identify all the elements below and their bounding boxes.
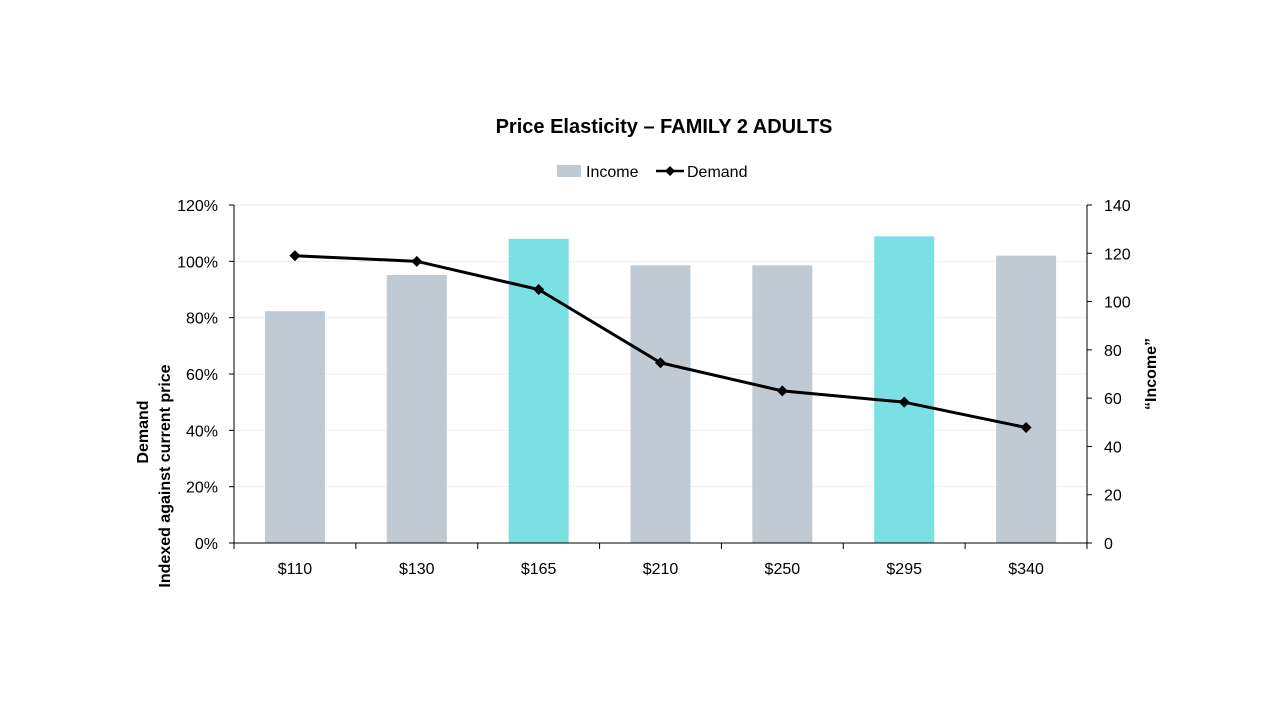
income-bar bbox=[996, 255, 1057, 543]
demand-point bbox=[533, 284, 545, 295]
demand-line-series bbox=[289, 250, 1032, 434]
x-tick-label: $165 bbox=[521, 561, 557, 578]
x-tick-label: $295 bbox=[886, 561, 922, 578]
left-tick-label: 80% bbox=[186, 311, 218, 328]
tick-labels: $110 $130 $165 $210 $250 $295 $340 0% 20% 40% 60% 8… bbox=[177, 198, 1131, 578]
right-tick-label: 80 bbox=[1104, 343, 1122, 360]
right-tick-label: 40 bbox=[1104, 439, 1122, 456]
legend-demand-marker bbox=[665, 166, 675, 176]
income-bar bbox=[264, 311, 325, 543]
left-tick-label: 100% bbox=[177, 254, 218, 271]
right-tick-label: 100 bbox=[1104, 295, 1131, 312]
income-bar bbox=[630, 265, 691, 543]
right-tick-label: 20 bbox=[1104, 488, 1122, 505]
right-axis-title: “Income” bbox=[1143, 338, 1160, 410]
left-axis-title: Demand Indexed against current price bbox=[135, 364, 174, 587]
demand-point bbox=[411, 255, 423, 267]
left-tick-label: 40% bbox=[186, 423, 218, 440]
income-bar bbox=[874, 236, 935, 543]
x-tick-label: $110 bbox=[278, 561, 313, 578]
x-tick-label: $130 bbox=[399, 561, 435, 578]
demand-point bbox=[655, 357, 666, 369]
x-tick-label: $250 bbox=[765, 561, 801, 578]
legend-demand-label: Demand bbox=[687, 164, 747, 181]
legend-income-swatch bbox=[557, 165, 581, 177]
income-bar bbox=[386, 275, 447, 543]
chart-title: Price Elasticity – FAMILY 2 ADULTS bbox=[496, 116, 833, 138]
right-tick-label: 0 bbox=[1104, 536, 1113, 553]
right-tick-label: 60 bbox=[1104, 391, 1122, 408]
axes bbox=[229, 204, 1092, 549]
right-tick-label: 120 bbox=[1104, 246, 1131, 263]
left-axis-title-line2: Indexed against current price bbox=[157, 364, 174, 587]
demand-point bbox=[898, 396, 910, 408]
left-tick-label: 0% bbox=[195, 536, 218, 553]
income-bars bbox=[264, 236, 1057, 544]
income-bar bbox=[752, 265, 813, 543]
demand-point bbox=[776, 385, 788, 397]
legend: Income Demand bbox=[557, 164, 747, 181]
demand-point bbox=[1020, 422, 1032, 434]
left-tick-label: 120% bbox=[177, 198, 218, 215]
x-tick-label: $210 bbox=[643, 561, 679, 578]
left-tick-label: 20% bbox=[186, 480, 218, 497]
left-axis-title-line1: Demand bbox=[135, 400, 152, 463]
legend-income-label: Income bbox=[586, 164, 639, 181]
left-tick-label: 60% bbox=[186, 367, 218, 384]
right-tick-label: 140 bbox=[1104, 198, 1131, 215]
x-tick-label: $340 bbox=[1008, 561, 1044, 578]
demand-point bbox=[289, 250, 301, 262]
